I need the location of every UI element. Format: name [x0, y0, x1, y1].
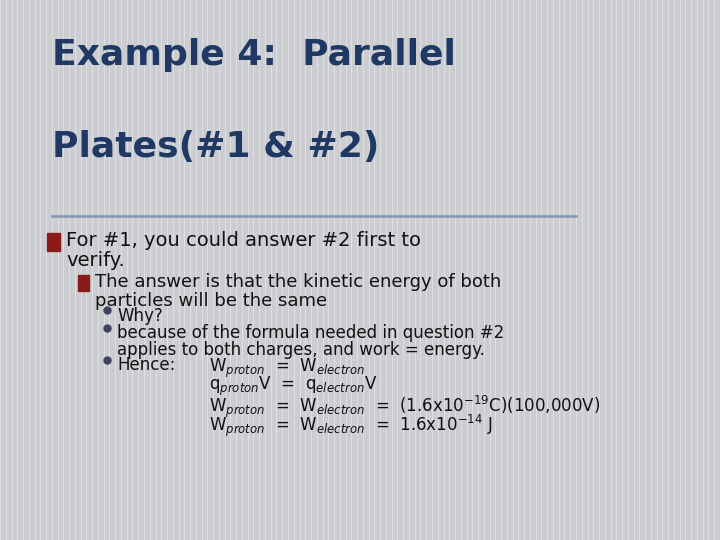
Text: Hence:: Hence: — [117, 356, 176, 374]
Text: particles will be the same: particles will be the same — [95, 292, 327, 310]
Text: $\mathregular{W}_{proton}$  =  $\mathregular{W}_{electron}$: $\mathregular{W}_{proton}$ = $\mathregul… — [209, 356, 365, 380]
Text: $\mathregular{W}_{proton}$  =  $\mathregular{W}_{electron}$  =  $(1.6\mathregula: $\mathregular{W}_{proton}$ = $\mathregul… — [209, 394, 600, 421]
Text: applies to both charges, and work = energy.: applies to both charges, and work = ener… — [117, 341, 485, 359]
Text: $\mathregular{W}_{proton}$  =  $\mathregular{W}_{electron}$  =  $1.6\mathregular: $\mathregular{W}_{proton}$ = $\mathregul… — [209, 413, 492, 440]
Text: verify.: verify. — [66, 251, 125, 270]
Bar — [78, 275, 89, 291]
Text: The answer is that the kinetic energy of both: The answer is that the kinetic energy of… — [95, 273, 501, 291]
Text: $\mathregular{q}_{proton}$$\mathregular{V}$  =  $\mathregular{q}_{electron}$$\ma: $\mathregular{q}_{proton}$$\mathregular{… — [209, 375, 377, 399]
Text: Example 4:  Parallel: Example 4: Parallel — [52, 38, 456, 72]
Text: For #1, you could answer #2 first to: For #1, you could answer #2 first to — [66, 231, 421, 250]
Text: because of the formula needed in question #2: because of the formula needed in questio… — [117, 324, 505, 342]
Text: Why?: Why? — [117, 307, 163, 325]
Text: Plates(#1 & #2): Plates(#1 & #2) — [52, 130, 379, 164]
Bar — [47, 233, 60, 251]
